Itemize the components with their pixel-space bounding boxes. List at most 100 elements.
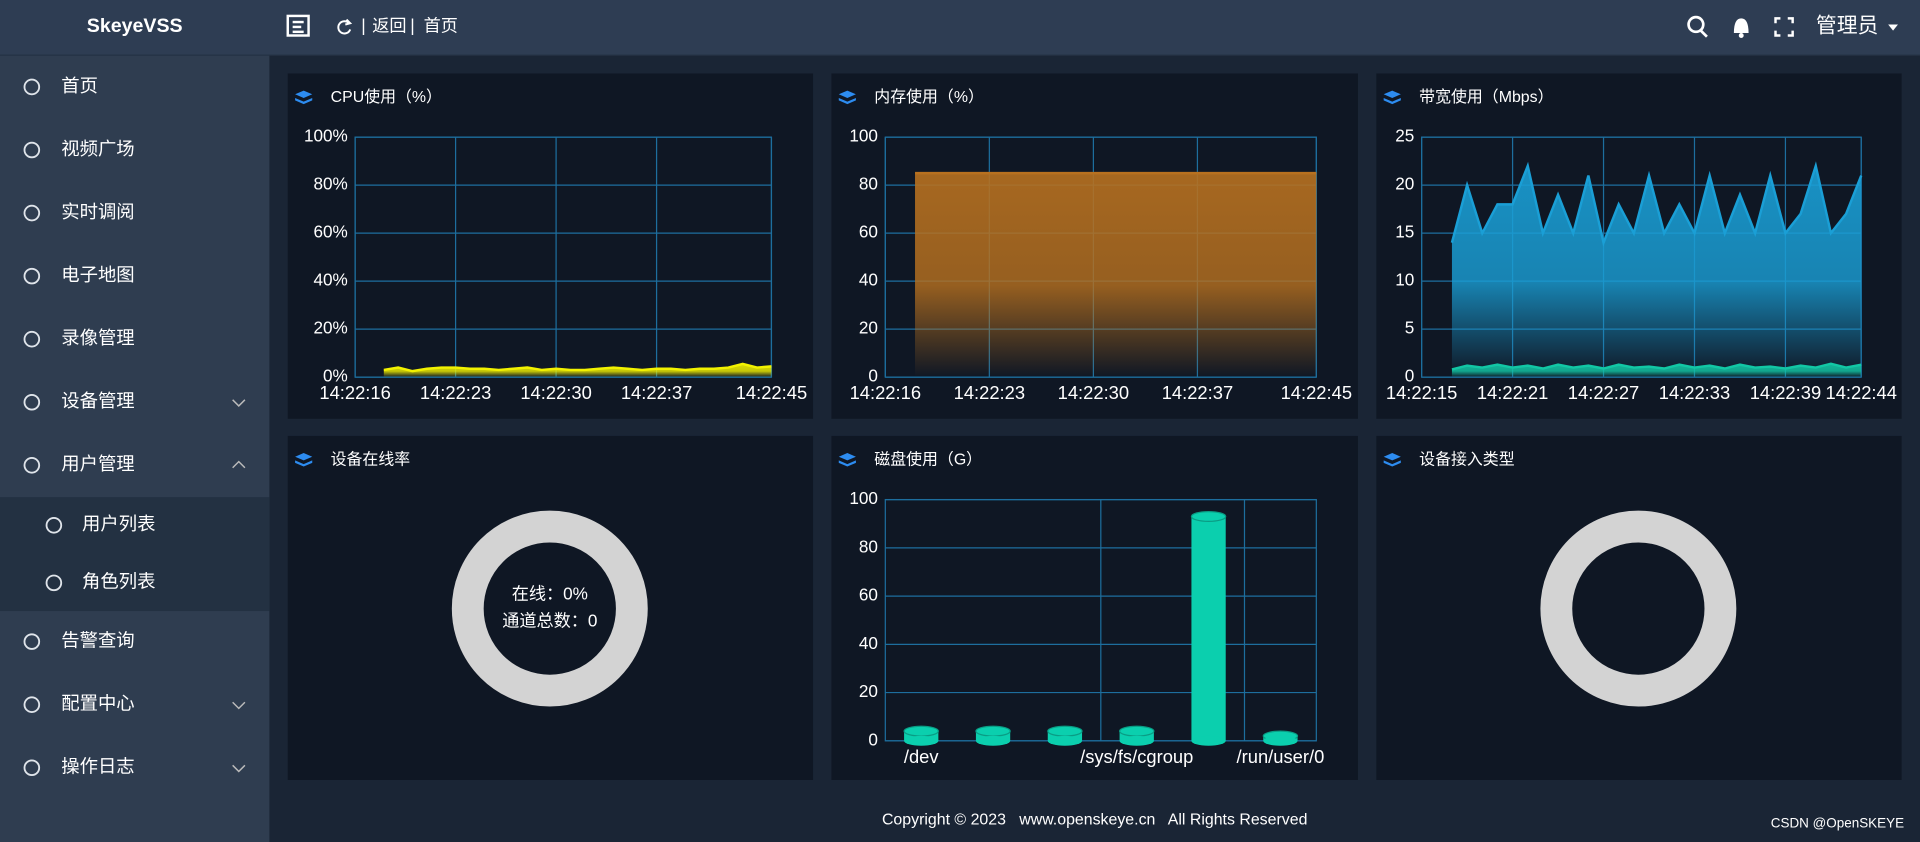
x-tick-label: 14:22:30 xyxy=(1058,382,1129,403)
menu-chevron xyxy=(232,399,246,407)
bar-cap xyxy=(975,725,1011,737)
menu-icon xyxy=(23,457,41,474)
x-tick-label: 14:22:23 xyxy=(420,382,491,403)
panel-icon xyxy=(1383,453,1401,467)
bar-cap xyxy=(1190,510,1227,522)
bar-cap xyxy=(1118,725,1155,737)
watermark: CSDN @OpenSKEYE xyxy=(1771,816,1904,831)
menu-item[interactable]: 设备管理 xyxy=(61,390,134,411)
menu-item[interactable]: 电子地图 xyxy=(61,264,134,285)
search-icon[interactable] xyxy=(1687,15,1708,38)
separator: | xyxy=(410,15,414,35)
y-tick-label: 0 xyxy=(868,366,878,386)
x-tick-label: 14:22:37 xyxy=(1162,382,1233,403)
menu-icon xyxy=(23,696,41,713)
menu-item[interactable]: 用户管理 xyxy=(61,453,134,474)
bar-base xyxy=(1119,735,1154,746)
y-tick-label: 0 xyxy=(868,729,878,749)
y-tick-label: 0% xyxy=(323,366,348,386)
panel-title: 设备在线率 xyxy=(331,451,411,469)
user-menu[interactable]: 管理员 xyxy=(1816,14,1878,37)
y-tick-label: 80 xyxy=(859,174,878,194)
x-tick-label: /sys/fs/cgroup xyxy=(1080,746,1193,767)
refresh-icon[interactable] xyxy=(337,18,353,35)
donut-label: 在线：0% xyxy=(512,584,588,604)
menu-chevron xyxy=(232,460,246,469)
bell-icon[interactable] xyxy=(1733,18,1749,38)
panel-icon xyxy=(838,90,856,105)
x-tick-label: /dev xyxy=(904,746,940,767)
panel-icon xyxy=(1383,90,1401,105)
y-tick-label: 100% xyxy=(304,126,348,146)
y-tick-label: 40 xyxy=(859,270,878,290)
y-tick-label: 20 xyxy=(1395,174,1414,194)
panel-title: 磁盘使用（G） xyxy=(874,450,982,469)
menu-icon xyxy=(45,517,63,534)
x-tick-label: 14:22:37 xyxy=(621,382,692,403)
x-tick-label: 14:22:16 xyxy=(850,382,921,403)
x-tick-label: 14:22:30 xyxy=(520,382,591,403)
donut-label: 通道总数：0 xyxy=(502,611,597,631)
x-tick-label: 14:22:44 xyxy=(1825,382,1896,403)
separator: | xyxy=(361,15,365,35)
submenu-item[interactable]: 角色列表 xyxy=(82,571,155,592)
y-tick-label: 100 xyxy=(849,488,878,508)
panel-title: 设备接入类型 xyxy=(1419,451,1515,469)
y-tick-label: 20 xyxy=(859,681,878,701)
y-tick-label: 40% xyxy=(313,270,347,290)
x-tick-label: /run/user/0 xyxy=(1237,746,1325,767)
menu-item[interactable]: 录像管理 xyxy=(61,327,134,348)
menu-item[interactable]: 配置中心 xyxy=(61,693,134,714)
panel xyxy=(1376,435,1902,780)
menu-item[interactable]: 操作日志 xyxy=(61,756,134,777)
series-line xyxy=(383,362,772,373)
header xyxy=(0,0,1920,56)
y-tick-label: 60 xyxy=(859,222,878,242)
menu-icon xyxy=(23,759,41,777)
menu-toggle[interactable] xyxy=(286,14,310,37)
bar-cap xyxy=(903,725,939,737)
x-tick-label: 14:22:45 xyxy=(736,382,807,403)
fullscreen-icon[interactable] xyxy=(1774,17,1794,37)
panel-icon xyxy=(838,453,856,467)
menu-item[interactable]: 告警查询 xyxy=(61,629,134,650)
breadcrumb: 首页 xyxy=(424,15,458,35)
menu-icon xyxy=(23,633,41,650)
x-tick-label: 14:22:27 xyxy=(1568,382,1639,403)
y-tick-label: 40 xyxy=(859,633,878,653)
bar-base xyxy=(1047,735,1083,746)
y-tick-label: 15 xyxy=(1395,222,1414,242)
y-tick-label: 60% xyxy=(313,222,347,242)
bar-cap xyxy=(1047,725,1083,737)
series-line xyxy=(1451,362,1862,371)
panel-title: 内存使用（%） xyxy=(874,88,984,106)
panel-title: 带宽使用（Mbps） xyxy=(1419,88,1553,106)
menu-icon xyxy=(45,574,63,592)
submenu-item[interactable]: 用户列表 xyxy=(82,513,155,534)
menu-item[interactable]: 实时调阅 xyxy=(61,201,134,222)
donut-ring xyxy=(1540,510,1737,707)
menu-icon xyxy=(23,330,41,348)
bar-base xyxy=(975,735,1011,746)
footer-copyright: Copyright © 2023 www.openskeye.cn All Ri… xyxy=(882,812,1308,829)
x-tick-label: 14:22:21 xyxy=(1477,382,1548,403)
back-link[interactable]: 返回 xyxy=(372,15,406,35)
panel xyxy=(831,435,1358,780)
menu-icon xyxy=(23,267,41,285)
menu-item[interactable]: 首页 xyxy=(61,75,98,96)
menu-chevron xyxy=(232,764,246,773)
sidebar xyxy=(0,55,270,842)
menu-chevron xyxy=(232,701,246,710)
y-tick-label: 10 xyxy=(1395,270,1414,290)
panel xyxy=(287,435,814,780)
panel-title: CPU使用（%） xyxy=(331,88,442,106)
panel xyxy=(287,73,814,419)
user-caret xyxy=(1888,24,1898,31)
series-area xyxy=(915,173,1317,378)
y-tick-label: 60 xyxy=(859,585,878,605)
bar-base xyxy=(1191,735,1226,746)
x-tick-label: 14:22:39 xyxy=(1750,382,1821,403)
menu-item[interactable]: 视频广场 xyxy=(61,138,134,159)
